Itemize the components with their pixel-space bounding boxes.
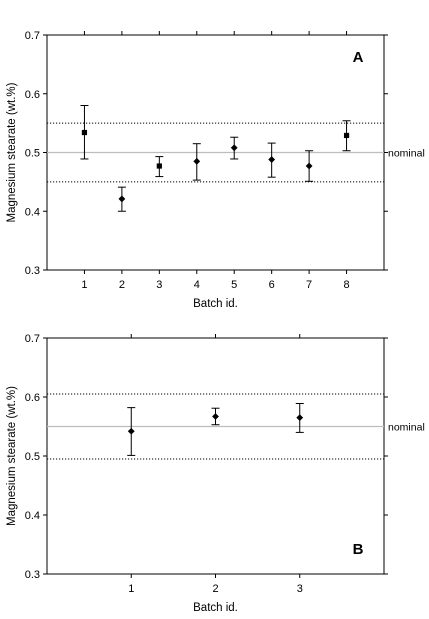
panel-b: 0.3 0.4 0.5 0.6 0.7 1 2 3 nominal B Magnesium stea… [6, 333, 425, 614]
data-point [127, 427, 135, 435]
x-tick-label: 5 [231, 279, 237, 291]
data-point [230, 144, 238, 152]
data-point [268, 156, 276, 163]
x-tick-label: 2 [212, 583, 218, 595]
x-tick-label: 3 [297, 583, 303, 595]
x-tick-label: 8 [343, 279, 349, 291]
plot-area [46, 337, 385, 575]
y-tick-label: 0.4 [25, 510, 40, 522]
data-point [193, 157, 201, 165]
panel-label: B [353, 541, 364, 558]
y-tick-label: 0.3 [25, 569, 40, 581]
x-axis-title: Batch id. [193, 298, 238, 310]
y-tick-label: 0.5 [25, 148, 40, 160]
data-point [156, 163, 162, 169]
data-point [305, 162, 313, 170]
y-tick-label: 0.3 [25, 265, 40, 277]
x-tick-label: 7 [306, 279, 312, 291]
x-tick-label: 1 [128, 583, 134, 595]
x-tick-label: 3 [156, 279, 162, 291]
y-tick-label: 0.6 [25, 89, 40, 101]
y-tick-label: 0.7 [25, 333, 40, 345]
x-tick-label: 2 [119, 279, 125, 291]
y-axis-title: Magnesium stearate (wt.%) [6, 386, 18, 526]
data-point [212, 413, 219, 420]
x-axis-title: Batch id. [193, 602, 238, 614]
y-tick-label: 0.7 [25, 30, 40, 42]
nominal-label: nominal [388, 422, 425, 434]
y-tick-label: 0.6 [25, 392, 40, 404]
y-axis-title: Magnesium stearate (wt.%) [6, 82, 18, 222]
panel-label: A [353, 49, 364, 66]
data-point [296, 414, 304, 422]
x-tick-label: 1 [81, 279, 87, 291]
data-point [81, 129, 88, 136]
y-tick-label: 0.5 [25, 451, 40, 463]
x-tick-label: 6 [269, 279, 275, 291]
nominal-label: nominal [388, 148, 425, 160]
x-tick-label: 4 [194, 279, 200, 291]
data-point [343, 132, 350, 139]
data-point [118, 195, 126, 203]
y-tick-label: 0.4 [25, 206, 40, 218]
panel-a: 0.3 0.4 0.5 0.6 0.7 1 2 3 4 5 6 7 8 nominal A Magnesium… [6, 30, 425, 310]
